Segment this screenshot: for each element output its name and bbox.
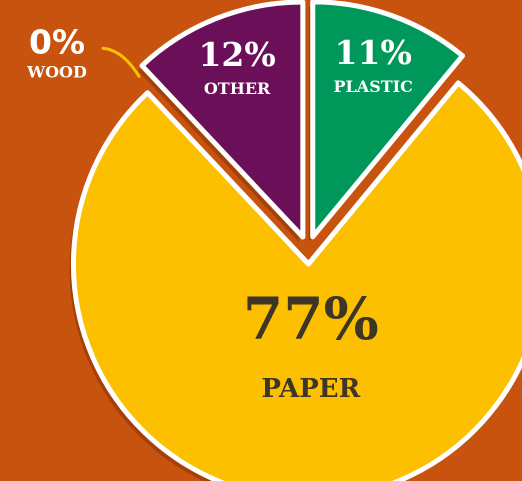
slice-paper-name: PAPER: [261, 374, 360, 404]
slice-wood-leader-line: [101, 46, 141, 78]
slice-plastic: [310, 0, 466, 240]
pie-labels: 11% PLASTIC 77% PAPER 0%WOOD 12% OTHER: [26, 22, 413, 404]
slice-wood-name: WOOD: [26, 62, 87, 81]
slice-wood-percent: 0%: [29, 22, 85, 61]
slice-paper: [70, 80, 522, 481]
slice-paper-percent: 77%: [243, 285, 379, 353]
slice-other: [139, 0, 306, 240]
pie-slices: [70, 0, 522, 481]
slice-other-name: OTHER: [204, 79, 271, 98]
slice-plastic-percent: 11%: [335, 33, 412, 72]
slice-other-percent: 12%: [198, 35, 275, 74]
slice-plastic-name: PLASTIC: [334, 77, 413, 96]
